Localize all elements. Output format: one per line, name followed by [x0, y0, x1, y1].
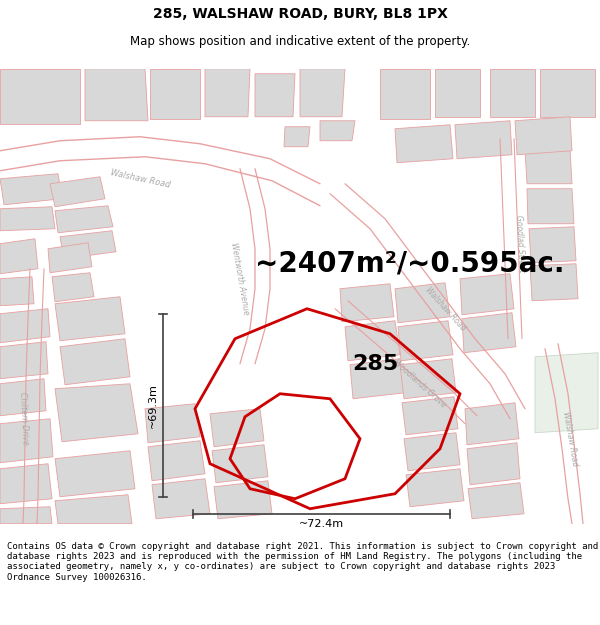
Polygon shape	[52, 272, 94, 302]
Polygon shape	[210, 409, 264, 447]
Polygon shape	[540, 69, 595, 117]
Polygon shape	[400, 359, 456, 399]
Polygon shape	[60, 231, 116, 259]
Text: 285, WALSHAW ROAD, BURY, BL8 1PX: 285, WALSHAW ROAD, BURY, BL8 1PX	[152, 7, 448, 21]
Polygon shape	[395, 125, 453, 162]
Polygon shape	[0, 419, 53, 462]
Text: 285: 285	[352, 354, 398, 374]
Polygon shape	[527, 189, 574, 224]
Polygon shape	[255, 74, 295, 117]
Polygon shape	[0, 239, 38, 274]
Polygon shape	[0, 464, 52, 504]
Text: Walshaw Road: Walshaw Road	[561, 411, 579, 467]
Polygon shape	[350, 359, 405, 399]
Text: Map shows position and indicative extent of the property.: Map shows position and indicative extent…	[130, 35, 470, 48]
Polygon shape	[0, 174, 62, 205]
Polygon shape	[55, 495, 132, 524]
Polygon shape	[212, 445, 268, 483]
Text: Goodlad Street: Goodlad Street	[514, 215, 526, 272]
Polygon shape	[406, 469, 464, 507]
Polygon shape	[48, 242, 92, 272]
Text: Wentworth Avenue: Wentworth Avenue	[229, 242, 251, 316]
Polygon shape	[0, 207, 55, 231]
Polygon shape	[455, 121, 512, 159]
Text: Woodlands Grove: Woodlands Grove	[392, 358, 448, 409]
Polygon shape	[214, 481, 272, 519]
Polygon shape	[490, 69, 535, 117]
Polygon shape	[468, 482, 524, 519]
Polygon shape	[85, 69, 148, 121]
Polygon shape	[284, 127, 310, 147]
Polygon shape	[0, 379, 46, 416]
Polygon shape	[460, 274, 514, 315]
Text: ~2407m²/~0.595ac.: ~2407m²/~0.595ac.	[255, 250, 565, 278]
Polygon shape	[395, 282, 450, 322]
Polygon shape	[345, 321, 400, 361]
Polygon shape	[152, 479, 210, 519]
Polygon shape	[380, 69, 430, 119]
Polygon shape	[398, 321, 453, 361]
Polygon shape	[150, 69, 200, 119]
Polygon shape	[462, 312, 516, 352]
Polygon shape	[55, 206, 113, 232]
Polygon shape	[148, 441, 205, 481]
Text: Chiltern Drive: Chiltern Drive	[18, 392, 30, 446]
Polygon shape	[525, 149, 572, 184]
Polygon shape	[0, 69, 80, 124]
Polygon shape	[467, 442, 520, 485]
Polygon shape	[465, 402, 519, 445]
Polygon shape	[0, 309, 50, 342]
Polygon shape	[205, 69, 250, 117]
Text: Walshaw Road: Walshaw Road	[423, 285, 467, 332]
Polygon shape	[0, 277, 34, 306]
Polygon shape	[50, 177, 105, 207]
Polygon shape	[515, 117, 572, 155]
Polygon shape	[530, 264, 578, 301]
Polygon shape	[0, 342, 48, 379]
Text: ~72.4m: ~72.4m	[299, 519, 344, 529]
Text: ~69.3m: ~69.3m	[148, 382, 158, 428]
Polygon shape	[0, 507, 52, 524]
Polygon shape	[55, 451, 135, 497]
Polygon shape	[340, 284, 394, 322]
Polygon shape	[320, 121, 355, 141]
Polygon shape	[402, 397, 458, 435]
Polygon shape	[55, 297, 125, 341]
Polygon shape	[55, 384, 138, 442]
Polygon shape	[535, 352, 598, 432]
Text: Walshaw Road: Walshaw Road	[109, 168, 171, 189]
Text: Contains OS data © Crown copyright and database right 2021. This information is : Contains OS data © Crown copyright and d…	[7, 541, 598, 582]
Polygon shape	[300, 69, 345, 117]
Polygon shape	[435, 69, 480, 117]
Polygon shape	[529, 227, 576, 262]
Polygon shape	[145, 404, 200, 442]
Polygon shape	[60, 339, 130, 385]
Polygon shape	[404, 432, 460, 471]
